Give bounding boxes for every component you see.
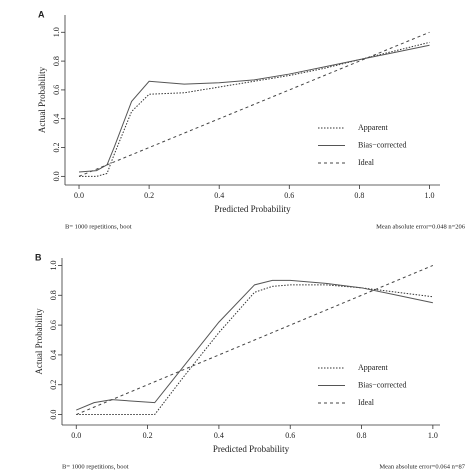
series-line <box>76 264 434 416</box>
series-line <box>79 41 430 177</box>
y-axis-label: Actual Probability <box>34 308 44 375</box>
y-tick-label: 0.0 <box>49 410 58 420</box>
x-tick-label: 0.2 <box>143 431 153 440</box>
y-tick-label: 0.6 <box>49 320 58 330</box>
x-tick-label: 1.0 <box>424 191 434 200</box>
x-tick-label: 0.0 <box>71 431 81 440</box>
y-tick-label: 0.2 <box>52 143 61 153</box>
x-tick-label: 1.0 <box>428 431 438 440</box>
y-tick-label: 0.2 <box>49 380 58 390</box>
x-tick-label: 0.8 <box>357 431 367 440</box>
series-line <box>78 31 430 177</box>
note-right: Mean absolute error=0.048 n=206 <box>376 223 466 230</box>
panel-label: A <box>38 9 45 19</box>
x-tick-label: 0.6 <box>285 431 295 440</box>
note-left: B= 1000 repetitions, boot <box>62 463 129 470</box>
y-tick-label: 0.8 <box>52 56 61 66</box>
y-tick-label: 0.4 <box>52 114 61 124</box>
y-tick-label: 1.0 <box>49 260 58 270</box>
x-axis-label: Predicted Probability <box>213 444 290 454</box>
legend-label: Ideal <box>358 158 375 167</box>
legend-label: Apparent <box>358 363 389 372</box>
x-tick-label: 0.4 <box>214 191 224 200</box>
x-tick-label: 0.6 <box>284 191 294 200</box>
x-tick-label: 0.0 <box>74 191 84 200</box>
y-tick-label: 0.6 <box>52 85 61 95</box>
x-axis-label: Predicted Probability <box>214 204 291 214</box>
legend-label: Bias−corrected <box>358 380 407 389</box>
series-line <box>76 279 433 411</box>
legend-label: Ideal <box>358 398 375 407</box>
x-tick-label: 0.2 <box>144 191 154 200</box>
y-tick-label: 0.0 <box>52 171 61 181</box>
series-line <box>76 284 433 416</box>
panel-label: B <box>35 252 42 262</box>
note-right: Mean absolute error=0.064 n=87 <box>379 463 465 470</box>
legend-label: Apparent <box>358 123 389 132</box>
note-left: B= 1000 repetitions, boot <box>65 223 132 230</box>
x-tick-label: 0.4 <box>214 431 224 440</box>
y-tick-label: 0.8 <box>49 290 58 300</box>
y-tick-label: 1.0 <box>52 27 61 37</box>
legend-label: Bias−corrected <box>358 140 407 149</box>
x-tick-label: 0.8 <box>354 191 364 200</box>
series-line <box>78 44 430 173</box>
y-axis-label: Actual Probability <box>37 66 47 133</box>
y-tick-label: 0.4 <box>49 350 58 360</box>
